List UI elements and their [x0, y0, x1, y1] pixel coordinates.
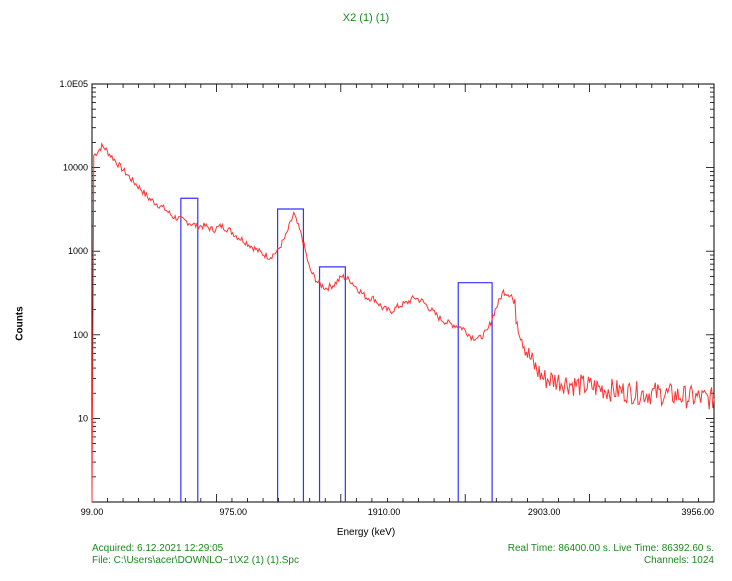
x-tick-label: 1910.00 — [368, 507, 401, 517]
roi-box — [318, 266, 346, 502]
y-tick-label: 10 — [78, 413, 88, 423]
acquired-text: Acquired: 6.12.2021 12:29:05 — [92, 543, 224, 554]
tick-marks — [91, 84, 715, 503]
roi-markers — [180, 197, 493, 502]
roi-box — [180, 197, 199, 502]
x-tick-label: 99.00 — [81, 507, 104, 517]
x-tick-label: 975.00 — [220, 507, 248, 517]
x-tick-label: 3956.00 — [681, 507, 714, 517]
timing-info: Real Time: 86400.00 s. Live Time: 86392.… — [508, 543, 714, 567]
plot-axes — [91, 83, 715, 503]
time-text: Real Time: 86400.00 s. Live Time: 86392.… — [507, 543, 714, 554]
y-tick-label: 1.0E05 — [59, 79, 88, 89]
chart-title: X2 (1) (1) — [342, 12, 390, 24]
roi-box — [277, 208, 305, 502]
y-tick-label: 1000 — [68, 246, 88, 256]
y-tick-label: 10000 — [63, 163, 88, 173]
y-tick-label: 100 — [73, 330, 88, 340]
spectrum-line — [91, 141, 715, 503]
x-axis-label: Energy (keV) — [336, 527, 396, 538]
plot-frame — [91, 83, 715, 503]
tick-labels: 10 100 1000 10000 1.0E05 99.00 975.00 1910.00 29… — [59, 79, 714, 517]
roi-box — [457, 282, 493, 502]
x-tick-label: 2903.00 — [528, 507, 561, 517]
acquisition-info: Acquired: 6.12.2021 12:29:05 File: C:\Us… — [92, 543, 299, 567]
file-path-text: File: C:\Users\acer\DOWNLO~1\X2 (1) (1).… — [92, 555, 299, 566]
spectrum-series — [91, 141, 715, 503]
channels-text: Channels: 1024 — [643, 555, 714, 566]
